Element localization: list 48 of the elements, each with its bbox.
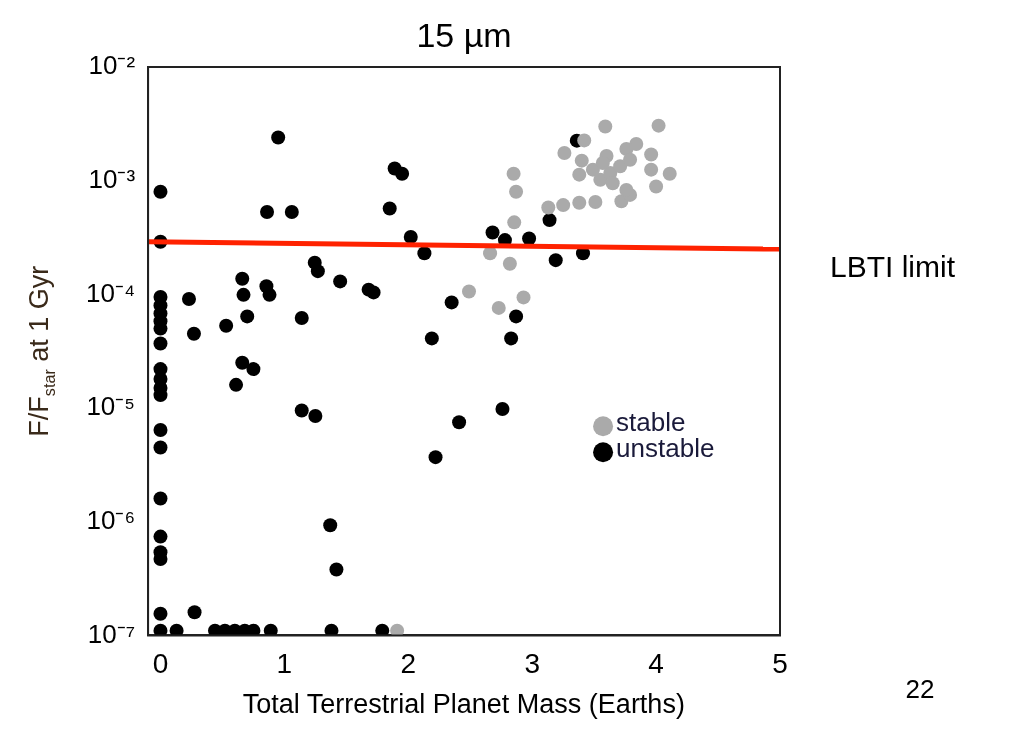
x-tick-label: 4 — [648, 647, 664, 679]
point — [509, 184, 524, 199]
point — [619, 141, 634, 156]
point — [572, 167, 587, 182]
point — [483, 246, 498, 261]
point — [390, 623, 405, 636]
point — [507, 215, 522, 230]
point — [541, 200, 556, 215]
x-tick-label: 1 — [276, 647, 293, 679]
chart-title: 15 µm — [416, 16, 512, 54]
y-tick-label: 10⁻⁶ — [86, 504, 136, 535]
point — [651, 118, 666, 133]
x-tick-label: 5 — [772, 647, 788, 679]
point — [506, 166, 521, 181]
y-tick-label: 10⁻⁷ — [87, 618, 136, 649]
point — [516, 290, 531, 305]
annotation: LBTI limit — [830, 250, 956, 284]
point — [593, 172, 608, 187]
x-axis-title: Total Terrestrial Planet Mass (Earths) — [242, 689, 685, 720]
point — [644, 162, 659, 177]
point — [598, 119, 613, 134]
point — [644, 147, 659, 162]
y-tick-label: 10⁻² — [88, 50, 136, 81]
point — [649, 179, 664, 194]
y-tick-label: 10⁻⁴ — [86, 277, 136, 308]
point — [605, 176, 620, 191]
point — [574, 153, 589, 168]
point — [619, 182, 634, 197]
point — [595, 156, 610, 171]
x-tick-label: 3 — [524, 647, 540, 679]
y-tick-label: 10⁻⁵ — [86, 391, 136, 422]
x-tick-label: 0 — [152, 647, 169, 679]
point — [577, 133, 592, 148]
point — [462, 284, 476, 299]
point — [572, 195, 587, 210]
point — [556, 198, 571, 213]
point — [491, 300, 506, 315]
point — [613, 159, 628, 174]
point — [662, 166, 677, 181]
point — [557, 146, 572, 161]
point — [623, 152, 638, 167]
text: 22 — [905, 673, 935, 704]
y-tick-label: 10⁻³ — [88, 163, 136, 194]
y-axis-title: F/Fstar at 1 Gyr — [24, 265, 58, 437]
point — [502, 256, 517, 271]
point — [585, 162, 600, 177]
point — [588, 194, 603, 209]
x-tick-label: 2 — [400, 647, 417, 679]
